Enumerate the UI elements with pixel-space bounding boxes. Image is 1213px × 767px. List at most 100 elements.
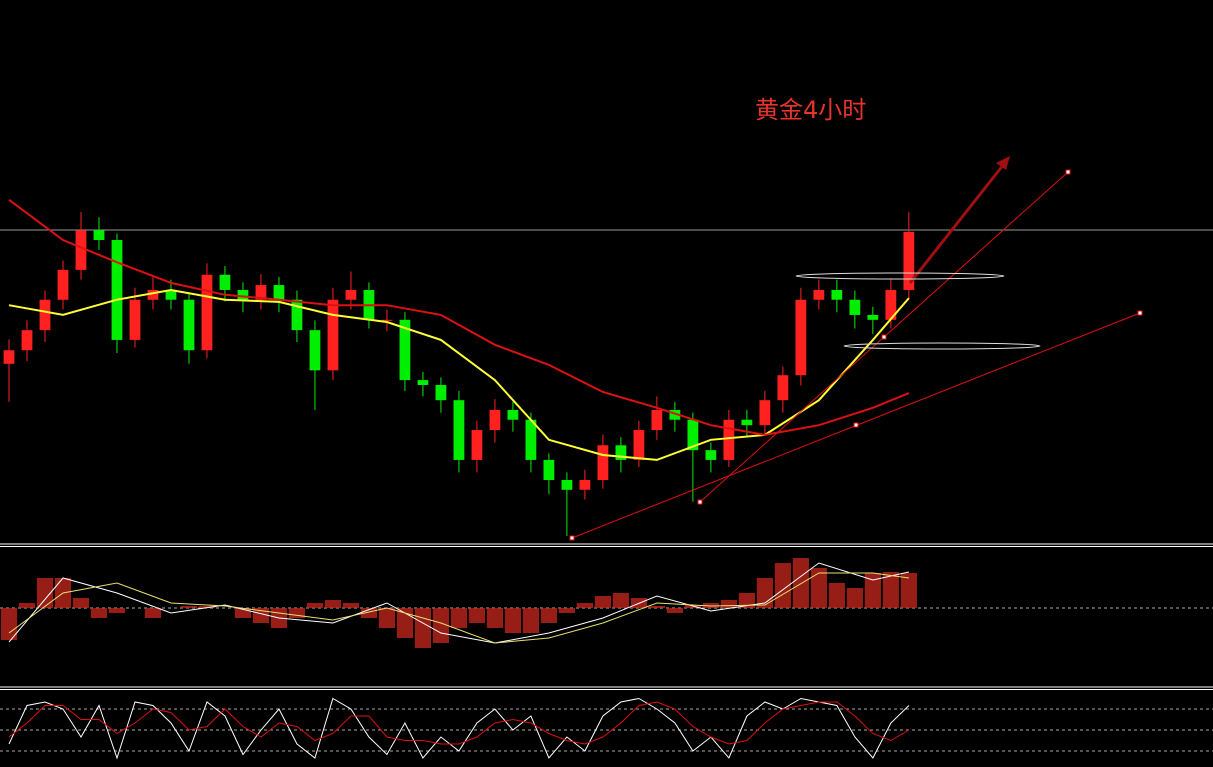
histogram-bar xyxy=(810,568,827,608)
histogram-bar xyxy=(882,572,899,608)
histogram-bar xyxy=(612,593,629,608)
histogram-bar xyxy=(144,608,162,618)
candle-body xyxy=(93,230,105,241)
indicator-line xyxy=(8,288,910,461)
candle-body xyxy=(219,274,231,290)
histogram-bar xyxy=(828,583,845,608)
candle-body xyxy=(561,480,573,490)
histogram-bar xyxy=(792,558,809,608)
indicator-line xyxy=(8,562,910,644)
candle-body xyxy=(903,231,915,290)
candle-body xyxy=(165,289,177,300)
candle-body xyxy=(597,445,609,481)
anchor-point xyxy=(697,499,703,505)
anchor-point xyxy=(1137,310,1143,316)
candle-body xyxy=(759,400,771,426)
anchor-point xyxy=(881,334,887,340)
anchor-point xyxy=(569,535,575,541)
histogram-bar xyxy=(576,603,594,608)
indicator-line xyxy=(8,198,910,436)
histogram-bar xyxy=(18,603,36,608)
histogram-bar xyxy=(360,608,378,618)
candle-body xyxy=(201,274,213,351)
chart-title: 黄金4小时 xyxy=(755,96,866,124)
candle-body xyxy=(57,269,69,300)
candle-body xyxy=(831,289,843,300)
histogram-bar xyxy=(108,608,126,613)
candle-body xyxy=(255,285,267,300)
candle-body xyxy=(867,314,879,320)
histogram-bar xyxy=(72,598,90,608)
histogram-bar xyxy=(846,588,863,608)
histogram-bar xyxy=(252,608,270,623)
candle-body xyxy=(507,409,519,420)
candle-body xyxy=(21,330,33,351)
histogram-bar xyxy=(414,608,432,648)
indicator-line xyxy=(8,572,909,644)
histogram-bar xyxy=(720,600,737,608)
candle-body xyxy=(399,319,411,381)
histogram-bar xyxy=(234,608,252,618)
histogram-bar xyxy=(522,608,540,633)
candle-body xyxy=(651,409,663,431)
candle-body xyxy=(795,299,807,376)
histogram-bar xyxy=(486,608,504,628)
candle-body xyxy=(525,419,537,460)
histogram-bar xyxy=(540,608,558,623)
candle-body xyxy=(417,380,429,385)
histogram-bar xyxy=(648,606,665,608)
indicator-line xyxy=(8,701,910,745)
anchor-point xyxy=(1065,169,1071,175)
candle-body xyxy=(543,459,555,481)
candle-body xyxy=(849,299,861,315)
anchor-point xyxy=(853,422,859,428)
candle-body xyxy=(777,375,789,401)
histogram-bar xyxy=(558,608,576,613)
ellipse xyxy=(795,272,1005,280)
candle-body xyxy=(147,289,159,300)
candle-body xyxy=(345,289,357,300)
arrow-line xyxy=(908,163,1006,284)
histogram-bar xyxy=(594,596,611,608)
histogram-bar xyxy=(738,593,755,608)
candle-body xyxy=(39,299,51,331)
candle-body xyxy=(723,419,735,460)
histogram-bar xyxy=(900,573,917,608)
candle-body xyxy=(669,409,681,420)
histogram-bar xyxy=(468,608,486,623)
histogram-bar xyxy=(666,608,683,613)
indicator-line xyxy=(8,697,910,760)
histogram-bar xyxy=(288,608,306,618)
candle-body xyxy=(75,230,87,270)
histogram-bar xyxy=(90,608,108,618)
candle-body xyxy=(687,419,699,451)
histogram-bar xyxy=(306,603,324,608)
histogram-bar xyxy=(36,578,54,608)
histogram-bar xyxy=(450,608,468,628)
histogram-bar xyxy=(0,608,18,640)
candle-body xyxy=(435,384,447,401)
candle-body xyxy=(381,319,393,321)
ellipse xyxy=(843,342,1041,350)
candle-body xyxy=(741,419,753,426)
arrow-head xyxy=(996,156,1010,170)
candle-body xyxy=(489,409,501,431)
candle-body xyxy=(471,430,483,460)
candle-body xyxy=(327,299,339,371)
candle-body xyxy=(183,299,195,351)
candle-body xyxy=(885,289,897,320)
candle-body xyxy=(291,299,303,331)
candle-body xyxy=(309,330,321,371)
histogram-bar xyxy=(198,606,216,608)
candle-body xyxy=(615,445,627,460)
candle-body xyxy=(579,480,591,490)
candle-body xyxy=(633,430,645,460)
candle-body xyxy=(273,285,285,300)
candle-body xyxy=(813,289,825,300)
histogram-bar xyxy=(378,608,396,628)
candle-body xyxy=(129,299,141,340)
candle-body xyxy=(237,289,249,300)
drawings xyxy=(569,156,1143,541)
